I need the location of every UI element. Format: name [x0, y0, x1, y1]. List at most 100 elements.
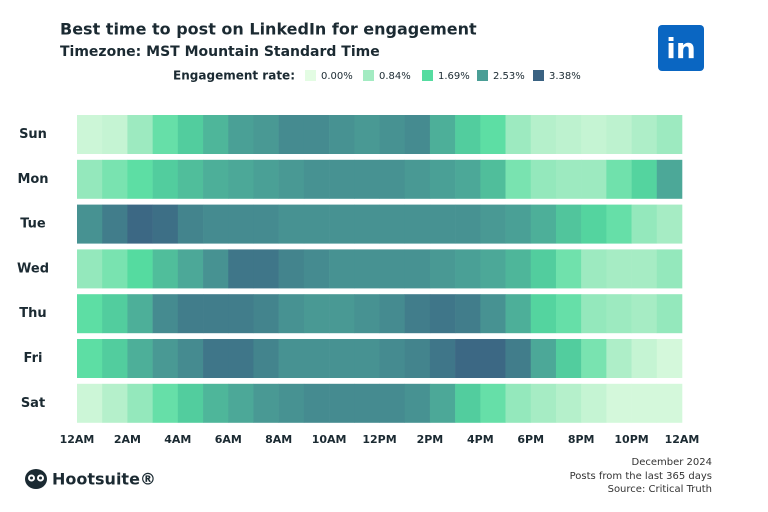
- x-tick-label: 2PM: [417, 433, 444, 446]
- heat-cell: [203, 383, 229, 423]
- heat-cell: [480, 115, 506, 154]
- heat-cell: [127, 249, 153, 289]
- heat-cell: [455, 383, 481, 423]
- heat-cell: [303, 339, 330, 378]
- heat-cell: [656, 294, 683, 334]
- row-label: Tue: [20, 217, 46, 232]
- legend-swatch: [477, 70, 488, 81]
- heat-cell: [631, 249, 658, 289]
- heat-cell: [354, 294, 380, 334]
- heat-cell: [505, 159, 532, 199]
- heat-cell: [404, 294, 431, 334]
- legend-label: 3.38%: [549, 71, 581, 82]
- heat-cell: [253, 115, 279, 154]
- heat-cell: [656, 159, 683, 199]
- heat-cell: [253, 159, 279, 199]
- heat-cell: [127, 383, 153, 423]
- heat-cell: [555, 249, 582, 289]
- heat-cell: [530, 249, 557, 289]
- x-tick-label: 12PM: [362, 433, 396, 446]
- heat-cell: [127, 204, 153, 244]
- heat-cell: [127, 159, 153, 199]
- heat-cell: [379, 294, 406, 334]
- x-tick-label: 4AM: [164, 433, 191, 446]
- heat-cell: [505, 115, 532, 154]
- x-tick-label: 10AM: [312, 433, 347, 446]
- heat-cell: [530, 204, 557, 244]
- x-tick-label: 8PM: [568, 433, 595, 446]
- heat-cell: [354, 249, 380, 289]
- x-tick-label: 6AM: [215, 433, 242, 446]
- chart-subtitle: Timezone: MST Mountain Standard Time: [60, 44, 380, 60]
- heat-cell: [203, 204, 229, 244]
- heat-cell: [177, 294, 204, 334]
- heat-cell: [429, 115, 456, 154]
- heat-cell: [530, 339, 557, 378]
- heat-cell: [228, 204, 254, 244]
- heat-cell: [656, 383, 683, 423]
- heat-cell: [404, 204, 431, 244]
- heat-cell: [152, 249, 179, 289]
- heat-cell: [631, 115, 658, 154]
- heat-cell: [606, 383, 632, 423]
- heat-cell: [278, 159, 305, 199]
- linkedin-logo: [658, 25, 704, 71]
- heat-cell: [581, 115, 607, 154]
- heat-cell: [581, 383, 607, 423]
- heat-cell: [127, 339, 153, 378]
- heat-cell: [606, 204, 632, 244]
- heat-cell: [77, 204, 103, 244]
- x-tick-label: 6PM: [517, 433, 544, 446]
- heat-cell: [379, 383, 406, 423]
- heat-cell: [530, 115, 557, 154]
- heat-cell: [203, 249, 229, 289]
- heat-cell: [656, 249, 683, 289]
- heat-cell: [303, 204, 330, 244]
- heat-cell: [455, 159, 481, 199]
- heat-cell: [102, 115, 128, 154]
- heat-cell: [127, 294, 153, 334]
- heat-cell: [102, 339, 128, 378]
- x-tick-label: 10PM: [614, 433, 648, 446]
- heat-cell: [581, 249, 607, 289]
- heat-cell: [278, 115, 305, 154]
- legend-swatch: [363, 70, 374, 81]
- heat-cell: [555, 294, 582, 334]
- heat-cell: [354, 159, 380, 199]
- heat-cell: [278, 249, 305, 289]
- row-label: Fri: [24, 351, 43, 366]
- heat-cell: [656, 115, 683, 154]
- heat-cell: [429, 383, 456, 423]
- heat-cell: [606, 294, 632, 334]
- heat-cell: [631, 383, 658, 423]
- heat-cell: [177, 383, 204, 423]
- legend-label: 2.53%: [493, 71, 525, 82]
- heat-cell: [228, 294, 254, 334]
- heat-cell: [253, 383, 279, 423]
- heat-cell: [278, 383, 305, 423]
- heat-cell: [228, 339, 254, 378]
- heat-cell: [329, 339, 355, 378]
- heat-cell: [505, 294, 532, 334]
- heat-cell: [505, 339, 532, 378]
- heat-cell: [455, 115, 481, 154]
- heat-cell: [102, 249, 128, 289]
- heat-cell: [152, 204, 179, 244]
- heat-cell: [631, 339, 658, 378]
- heat-cell: [631, 204, 658, 244]
- heat-cell: [429, 249, 456, 289]
- heat-cell: [102, 204, 128, 244]
- heat-cell: [177, 159, 204, 199]
- heat-cell: [429, 339, 456, 378]
- heat-cell: [177, 249, 204, 289]
- heat-cell: [606, 159, 632, 199]
- heat-cell: [505, 204, 532, 244]
- heat-cell: [253, 339, 279, 378]
- heat-cell: [606, 115, 632, 154]
- heat-cell: [77, 383, 103, 423]
- heat-cell: [581, 159, 607, 199]
- heat-cell: [404, 159, 431, 199]
- x-tick-label: 8AM: [265, 433, 292, 446]
- heat-cell: [530, 294, 557, 334]
